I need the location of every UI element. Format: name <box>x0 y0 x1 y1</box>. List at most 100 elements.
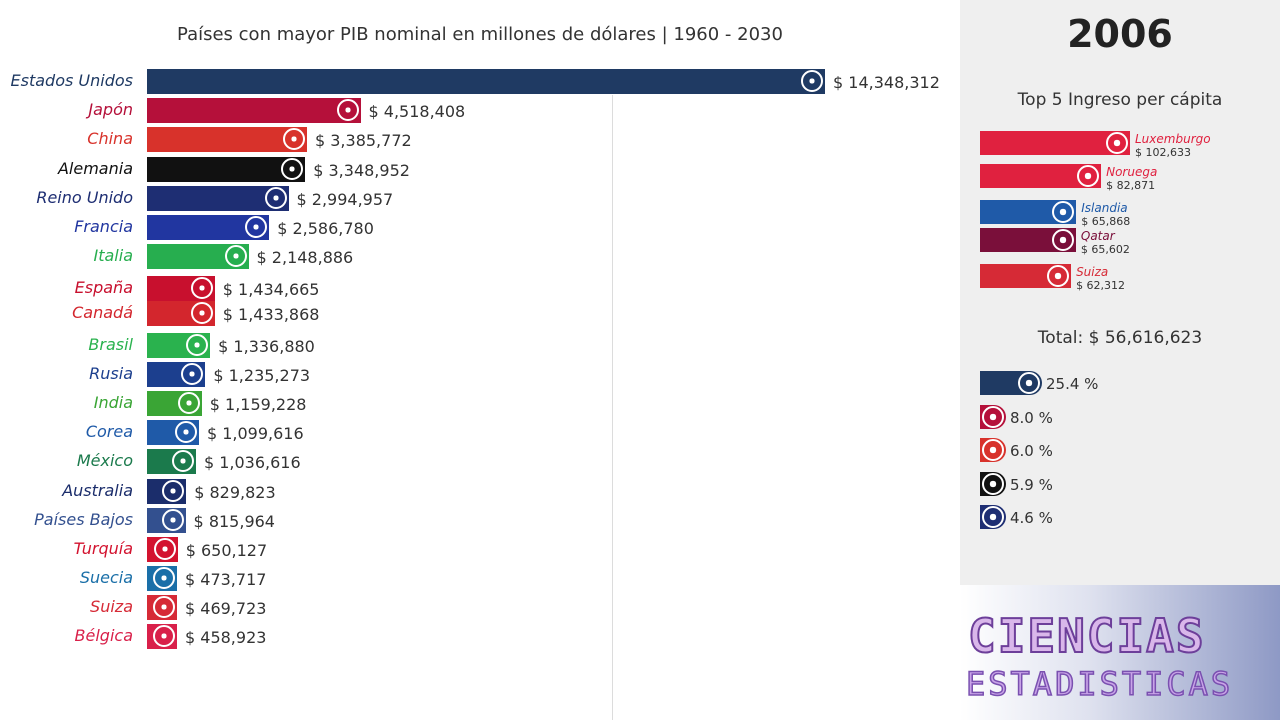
flag-icon <box>190 302 213 324</box>
share-value: 8.0 % <box>1010 409 1053 427</box>
flag-icon <box>153 625 175 647</box>
per-capita-country: Noruega <box>1106 165 1158 179</box>
flag-icon <box>153 538 176 560</box>
country-label: México <box>76 451 133 470</box>
country-label: China <box>87 129 133 148</box>
country-label: Alemania <box>57 159 133 178</box>
flag-icon <box>190 277 213 299</box>
country-label: Francia <box>74 217 133 236</box>
side-panel: 2006 Top 5 Ingreso per cápita Luxemburgo… <box>960 0 1280 585</box>
value-label: $ 1,235,273 <box>213 366 311 385</box>
bar <box>147 98 361 123</box>
per-capita-country: Suiza <box>1076 265 1109 279</box>
value-label: $ 1,036,616 <box>203 453 301 472</box>
bar <box>147 127 307 152</box>
value-label: $ 1,159,228 <box>209 395 307 414</box>
value-label: $ 14,348,312 <box>833 73 940 92</box>
value-label: $ 458,923 <box>185 628 267 647</box>
flag-icon <box>186 334 209 356</box>
value-label: $ 815,964 <box>193 512 275 531</box>
country-label: Corea <box>85 422 133 441</box>
per-capita-value: $ 102,633 <box>1135 146 1191 159</box>
country-label: Brasil <box>88 335 133 354</box>
value-label: $ 829,823 <box>194 483 276 502</box>
per-capita-title: Top 5 Ingreso per cápita <box>1017 90 1223 110</box>
flag-icon <box>181 363 204 385</box>
country-label: España <box>74 278 133 297</box>
per-capita-country: Luxemburgo <box>1135 132 1211 146</box>
share-value: 25.4 % <box>1046 375 1099 393</box>
logo-line-1: CIENCIAS <box>967 608 1206 664</box>
value-label: $ 1,433,868 <box>222 305 320 324</box>
share-value: 6.0 % <box>1010 442 1053 460</box>
flag-icon <box>224 245 247 267</box>
value-label: $ 1,099,616 <box>206 424 304 443</box>
flag-icon <box>174 421 197 443</box>
value-label: $ 2,994,957 <box>296 190 394 209</box>
per-capita-value: $ 65,602 <box>1080 243 1130 256</box>
flag-icon <box>153 567 175 589</box>
flag-icon <box>171 450 194 472</box>
country-label: Estados Unidos <box>10 71 133 90</box>
share-value: 4.6 % <box>1010 509 1053 527</box>
flag-icon <box>161 509 184 531</box>
flag-icon <box>281 158 304 180</box>
flag-icon <box>801 70 823 92</box>
flag-icon <box>264 187 287 209</box>
logo-line-2: ESTADISTICAS <box>965 664 1234 704</box>
value-label: $ 3,385,772 <box>314 131 412 150</box>
logo: CIENCIAS ESTADISTICAS <box>960 585 1280 720</box>
country-label: Italia <box>93 246 134 265</box>
flag-icon <box>162 480 185 502</box>
country-label: Reino Unido <box>36 188 133 207</box>
flag-icon <box>1047 265 1070 287</box>
country-label: Suecia <box>79 568 133 587</box>
gridline <box>612 95 613 720</box>
flag-icon <box>982 473 1004 495</box>
country-label: Japón <box>88 100 133 119</box>
bar <box>147 157 306 182</box>
country-label: Australia <box>62 481 133 500</box>
value-label: $ 2,586,780 <box>277 219 374 238</box>
value-label: $ 469,723 <box>185 599 267 618</box>
flag-icon <box>336 99 359 121</box>
flag-icon <box>982 439 1004 461</box>
value-label: $ 1,434,665 <box>222 280 320 299</box>
main-chart-panel: Países con mayor PIB nominal en millones… <box>10 24 940 720</box>
flag-icon <box>982 506 1004 528</box>
per-capita-bar <box>980 131 1130 155</box>
flag-icon <box>282 128 305 150</box>
total-label: Total: $ 56,616,623 <box>1037 328 1203 348</box>
per-capita-value: $ 82,871 <box>1106 179 1156 192</box>
flag-icon <box>982 406 1004 428</box>
flag-icon <box>245 216 268 238</box>
flag-icon <box>1018 372 1040 394</box>
flag-icon <box>1077 165 1100 187</box>
bar <box>147 69 825 94</box>
share-value: 5.9 % <box>1010 476 1053 494</box>
country-label: Canadá <box>72 303 133 322</box>
value-label: $ 4,518,408 <box>368 102 466 121</box>
year-label: 2006 <box>1067 12 1173 56</box>
country-label: India <box>93 393 133 412</box>
country-label: Bélgica <box>74 626 133 645</box>
flag-icon <box>1106 132 1128 154</box>
country-label: Rusia <box>89 364 133 383</box>
flag-icon <box>177 392 200 414</box>
country-label: Suiza <box>90 597 133 616</box>
flag-icon <box>1052 201 1075 223</box>
per-capita-value: $ 65,868 <box>1081 215 1131 228</box>
value-label: $ 1,336,880 <box>218 337 315 356</box>
per-capita-country: Qatar <box>1080 229 1115 243</box>
value-label: $ 650,127 <box>185 541 268 560</box>
country-label: Turquía <box>73 539 133 558</box>
value-label: $ 2,148,886 <box>256 248 354 267</box>
flag-icon <box>153 596 175 618</box>
chart-title: Países con mayor PIB nominal en millones… <box>177 24 783 45</box>
per-capita-value: $ 62,312 <box>1076 279 1126 292</box>
per-capita-country: Islandia <box>1081 201 1128 215</box>
flag-icon <box>1051 229 1074 251</box>
value-label: $ 473,717 <box>185 570 267 589</box>
value-label: $ 3,348,952 <box>313 161 410 180</box>
country-label: Países Bajos <box>34 510 133 529</box>
